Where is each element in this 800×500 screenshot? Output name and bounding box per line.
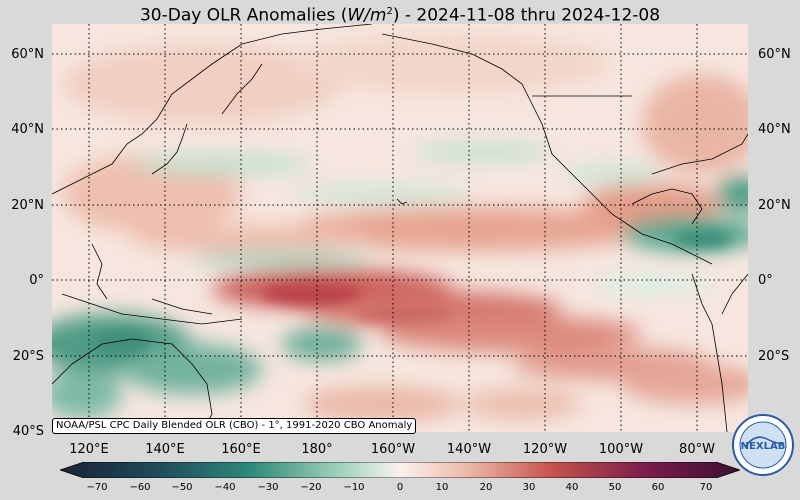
cbar-tick-20: 20 [479,482,493,493]
cbar-tick-m30: −30 [257,482,279,493]
data-source-credit: NOAA/PSL CPC Daily Blended OLR (CBO) - 1… [52,418,417,434]
nexlab-logo: NEXLAB [732,414,794,476]
lat-label-20s: 20°S [12,349,44,364]
lon-label-120w: 120°W [522,442,568,457]
cbar-tick-50: 50 [608,482,622,493]
lat-label-20n-right: 20°N [758,198,791,213]
cbar-tick-m70: −70 [86,482,108,493]
colorbar [60,462,740,478]
lat-label-60n: 60°N [11,47,44,62]
anomaly-field [52,34,748,422]
lon-label-160e: 160°E [221,442,261,457]
olr-anomaly-map [52,24,748,432]
lat-label-40s: 40°S [12,424,44,439]
lat-label-60n-right: 60°N [758,47,791,62]
cbar-tick-60: 60 [651,482,665,493]
anomaly-detail [92,230,732,354]
cbar-tick-10: 10 [435,482,449,493]
cbar-tick-m60: −60 [129,482,151,493]
lat-label-eq: 0° [29,273,44,288]
lon-label-160w: 160°W [370,442,416,457]
cbar-tick-m40: −40 [214,482,236,493]
gridlines [52,24,748,432]
lat-label-eq-right: 0° [758,273,773,288]
lon-label-120e: 120°E [69,442,109,457]
lon-label-140w: 140°W [446,442,492,457]
cbar-tick-m20: −20 [300,482,322,493]
map-title: 30-Day OLR Anomalies (W/m2) - 2024-11-08… [139,5,661,26]
lon-label-80w: 80°W [679,442,715,457]
cbar-tick-m10: −10 [343,482,365,493]
lat-label-20n: 20°N [11,198,44,213]
lat-label-40n-right: 40°N [758,122,791,137]
svg-text:NEXLAB: NEXLAB [741,441,786,452]
lon-label-180: 180° [301,442,333,457]
lat-label-20s-right: 20°S [758,349,790,364]
lon-label-140e: 140°E [145,442,185,457]
lon-label-100w: 100°W [598,442,644,457]
cbar-tick-0: 0 [396,482,404,493]
cbar-tick-70: 70 [699,482,713,493]
cbar-tick-m50: −50 [171,482,193,493]
cbar-tick-30: 30 [522,482,536,493]
lat-label-40n: 40°N [11,122,44,137]
cbar-tick-40: 40 [565,482,579,493]
